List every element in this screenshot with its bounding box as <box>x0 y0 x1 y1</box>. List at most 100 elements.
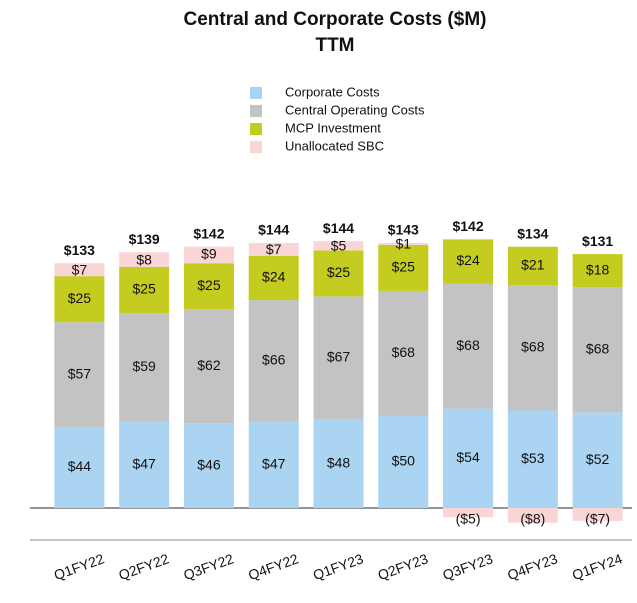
value-label: $7 <box>266 241 282 257</box>
value-label: $68 <box>521 339 545 355</box>
value-label: ($8) <box>520 511 545 527</box>
bar-segment <box>507 508 558 523</box>
bar-segment <box>507 246 558 286</box>
bar-segment <box>313 250 364 297</box>
chart-subtitle: TTM <box>315 35 354 56</box>
bar-segment <box>248 300 299 422</box>
value-label: $59 <box>132 358 156 374</box>
bar-segment <box>183 423 234 508</box>
value-label: $1 <box>395 236 411 252</box>
total-label: $133 <box>64 242 95 258</box>
x-tick-label: Q4FY22 <box>246 550 301 583</box>
bar-segment <box>572 254 623 288</box>
bar-segment <box>183 309 234 424</box>
bar-segment <box>443 408 494 508</box>
bar-segment <box>313 241 364 251</box>
x-tick-label: Q1FY22 <box>52 550 107 583</box>
value-label: $25 <box>197 277 221 293</box>
value-label: $9 <box>201 246 217 262</box>
value-label: $54 <box>456 449 480 465</box>
legend-label: Corporate Costs <box>285 84 380 99</box>
bar-segment <box>443 508 494 518</box>
value-label: $47 <box>262 455 286 471</box>
total-label: $139 <box>129 231 160 247</box>
value-label: $57 <box>68 365 92 381</box>
value-label: $18 <box>586 261 610 277</box>
bar-segment <box>183 263 234 310</box>
bar-segment <box>378 244 429 291</box>
total-label: $144 <box>323 220 354 236</box>
value-label: $25 <box>68 290 92 306</box>
bar-segment <box>378 243 429 245</box>
bar-segment <box>54 427 105 508</box>
value-label: $5 <box>331 238 347 254</box>
total-label: $131 <box>582 233 613 249</box>
bar-segment <box>313 419 364 508</box>
bar-segment <box>54 276 105 323</box>
bar-segment <box>248 421 299 508</box>
value-label: $25 <box>132 281 156 297</box>
bar-segment <box>119 266 170 313</box>
bar-segment <box>378 416 429 508</box>
value-label: $48 <box>327 455 351 471</box>
legend-swatch <box>250 123 262 135</box>
bar-segment <box>54 263 105 277</box>
bar-segment <box>119 312 170 422</box>
total-label: $134 <box>517 225 548 241</box>
bar-segment <box>119 252 170 267</box>
value-label: $21 <box>521 257 545 273</box>
bar-segment <box>313 296 364 420</box>
legend-label: Unallocated SBC <box>285 138 384 153</box>
bar-segment <box>378 290 429 416</box>
value-label: $25 <box>392 259 416 275</box>
bar-segment <box>248 243 299 256</box>
value-label: $46 <box>197 456 221 472</box>
legend-swatch <box>250 87 262 99</box>
bar-segment <box>248 255 299 301</box>
value-label: $24 <box>456 252 480 268</box>
bar-segment <box>183 246 234 264</box>
bar-segment <box>572 287 623 413</box>
bar-segment <box>443 239 494 284</box>
total-label: $142 <box>193 225 224 241</box>
bar-segment <box>572 412 623 508</box>
value-label: $68 <box>392 344 416 360</box>
value-label: $44 <box>68 458 92 474</box>
total-label: $143 <box>388 222 419 238</box>
bar-segment <box>119 421 170 508</box>
legend-swatch <box>250 141 262 153</box>
value-label: $8 <box>136 251 152 267</box>
total-label: $144 <box>258 222 289 238</box>
bar-segment <box>507 285 558 411</box>
x-tick-label: Q1FY23 <box>311 550 366 583</box>
value-label: $66 <box>262 352 286 368</box>
x-tick-label: Q3FY22 <box>181 550 236 583</box>
x-tick-label: Q4FY23 <box>505 550 560 583</box>
value-label: $53 <box>521 450 545 466</box>
legend-label: Central Operating Costs <box>285 102 425 117</box>
total-label: $142 <box>452 218 483 234</box>
value-label: $62 <box>197 357 221 373</box>
value-label: $47 <box>132 455 156 471</box>
legend-label: MCP Investment <box>285 120 381 135</box>
chart-title: Central and Corporate Costs ($M) <box>184 9 487 30</box>
value-label: $68 <box>586 340 610 356</box>
value-label: $67 <box>327 349 351 365</box>
bar-segment <box>507 410 558 508</box>
x-tick-label: Q3FY23 <box>440 550 495 583</box>
value-label: ($5) <box>456 511 481 527</box>
x-tick-label: Q1FY24 <box>570 550 625 583</box>
value-label: $52 <box>586 451 610 467</box>
bar-segment <box>572 508 623 521</box>
value-label: $7 <box>72 261 88 277</box>
value-label: $68 <box>456 337 480 353</box>
bar-segment <box>443 283 494 409</box>
value-label: $50 <box>392 453 416 469</box>
bar-segment <box>54 322 105 428</box>
x-tick-label: Q2FY22 <box>116 550 171 583</box>
legend-swatch <box>250 105 262 117</box>
value-label: $25 <box>327 264 351 280</box>
x-tick-label: Q2FY23 <box>376 550 431 583</box>
value-label: ($7) <box>585 511 610 527</box>
